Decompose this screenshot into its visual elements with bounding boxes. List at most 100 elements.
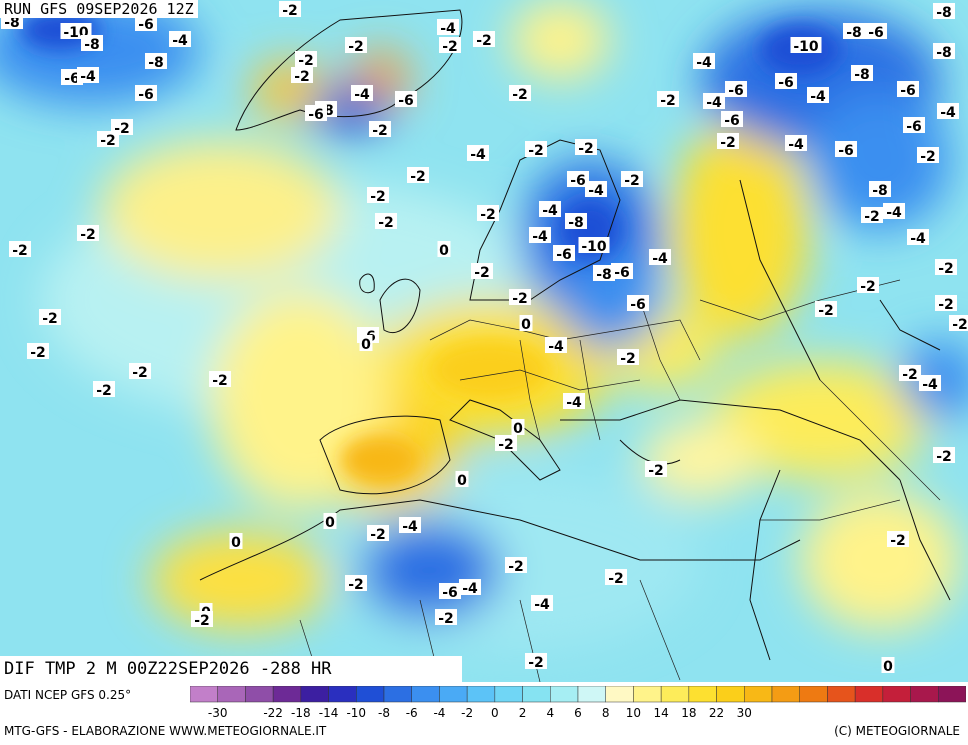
contour-label: -4 [807, 87, 829, 105]
legend-swatch [245, 686, 274, 703]
contour-label-text: -2 [132, 365, 148, 381]
contour-label-text: -2 [30, 345, 46, 361]
contour-label-text: -2 [936, 449, 952, 465]
contour-label-text: -2 [920, 149, 936, 165]
contour-label: -2 [645, 461, 667, 479]
contour-label-text: -2 [294, 69, 310, 85]
contour-label: -8 [933, 43, 955, 61]
contour-label: -2 [279, 1, 301, 19]
contour-label: -4 [531, 595, 553, 613]
legend-tick-label: 2 [519, 706, 527, 720]
contour-label: -6 [305, 105, 327, 123]
legend-swatch [660, 686, 690, 703]
contour-label-text: -4 [706, 95, 722, 111]
contour-label: -6 [721, 111, 743, 129]
contour-label-text: -4 [566, 395, 582, 411]
contour-label: -2 [621, 171, 643, 189]
contour-label: -2 [93, 381, 115, 399]
contour-label: -2 [369, 121, 391, 139]
legend-swatch [577, 686, 606, 703]
contour-label-text: -4 [440, 21, 456, 37]
contour-label: -8 [593, 265, 615, 283]
contour-label: -4 [545, 337, 567, 355]
legend-swatch [910, 686, 939, 703]
legend-swatch [550, 686, 579, 703]
contour-label-text: -8 [936, 45, 952, 61]
legend-swatch [328, 686, 357, 703]
contour-label: -8 [81, 35, 103, 53]
contour-label: -2 [209, 371, 231, 389]
contour-label-text: -2 [212, 373, 228, 389]
contour-label-text: -2 [348, 577, 364, 593]
contour-label: -2 [617, 349, 639, 367]
contour-label-text: -2 [12, 243, 28, 259]
credit-left: MTG-GFS - ELABORAZIONE WWW.METEOGIORNALE… [4, 724, 327, 738]
contour-label-text: -8 [854, 67, 870, 83]
legend-tick-label: -10 [346, 706, 366, 720]
legend-tick-label: 22 [709, 706, 724, 720]
legend-swatch [882, 686, 911, 703]
legend-tick-label: -18 [291, 706, 311, 720]
contour-label: -10 [790, 37, 822, 55]
contour-label: -2 [77, 225, 99, 243]
contour-label-text: -2 [298, 53, 314, 69]
contour-label: -2 [367, 187, 389, 205]
contour-label: -6 [611, 263, 633, 281]
contour-label-text: -2 [370, 189, 386, 205]
contour-label: -8 [933, 3, 955, 21]
contour-label-text: -6 [868, 25, 884, 41]
contour-label: -2 [477, 205, 499, 223]
legend-tick-label: 0 [491, 706, 499, 720]
contour-label: -2 [345, 575, 367, 593]
contour-label: -2 [509, 85, 531, 103]
contour-label: -6 [835, 141, 857, 159]
contour-label: -2 [717, 133, 739, 151]
contour-label: -4 [529, 227, 551, 245]
contour-label-text: -4 [542, 203, 558, 219]
contour-label-text: -2 [660, 93, 676, 109]
contour-label-text: -2 [282, 3, 298, 19]
contour-label: -2 [815, 301, 837, 319]
contour-label: -2 [887, 531, 909, 549]
contour-label-text: 0 [361, 337, 371, 353]
contour-label-text: -2 [370, 527, 386, 543]
contour-label: 0 [437, 241, 451, 259]
contour-label-text: 0 [325, 515, 335, 531]
contour-label-text: -2 [194, 613, 210, 629]
contour-label: -6 [395, 91, 417, 109]
contour-label: 0 [359, 335, 373, 353]
contour-label-text: -8 [84, 37, 100, 53]
contour-label: -6 [865, 23, 887, 41]
legend-swatch [854, 686, 884, 703]
contour-label-text: -8 [596, 267, 612, 283]
contour-label-text: -2 [608, 571, 624, 587]
legend-tick-label: 14 [654, 706, 669, 720]
contour-label: -2 [509, 289, 531, 307]
contour-label: -6 [439, 583, 461, 601]
contour-label-text: -4 [548, 339, 564, 355]
contour-label-text: -6 [570, 173, 586, 189]
contour-label: -2 [575, 139, 597, 157]
contour-label: -4 [399, 517, 421, 535]
contour-label: -2 [473, 31, 495, 49]
contour-label-text: -8 [148, 55, 164, 71]
contour-label: -4 [883, 203, 905, 221]
contour-label-text: -2 [474, 265, 490, 281]
contour-label-text: -6 [64, 71, 80, 87]
contour-label: -2 [917, 147, 939, 165]
contour-label: -2 [97, 131, 119, 149]
contour-label-text: -2 [720, 135, 736, 151]
legend-tick-label: -2 [461, 706, 473, 720]
contour-label: -2 [857, 277, 879, 295]
contour-label-text: -2 [512, 87, 528, 103]
contour-label-text: -4 [886, 205, 902, 221]
contour-label: -4 [467, 145, 489, 163]
contour-label-text: -4 [788, 137, 804, 153]
contour-label-text: -2 [938, 261, 954, 277]
legend-tick-label: -14 [319, 706, 339, 720]
contour-label: -2 [935, 295, 957, 313]
contour-label-text: -8 [936, 5, 952, 21]
legend-swatch [827, 686, 856, 703]
contour-label-text: 0 [513, 421, 523, 437]
contour-label: -2 [525, 141, 547, 159]
